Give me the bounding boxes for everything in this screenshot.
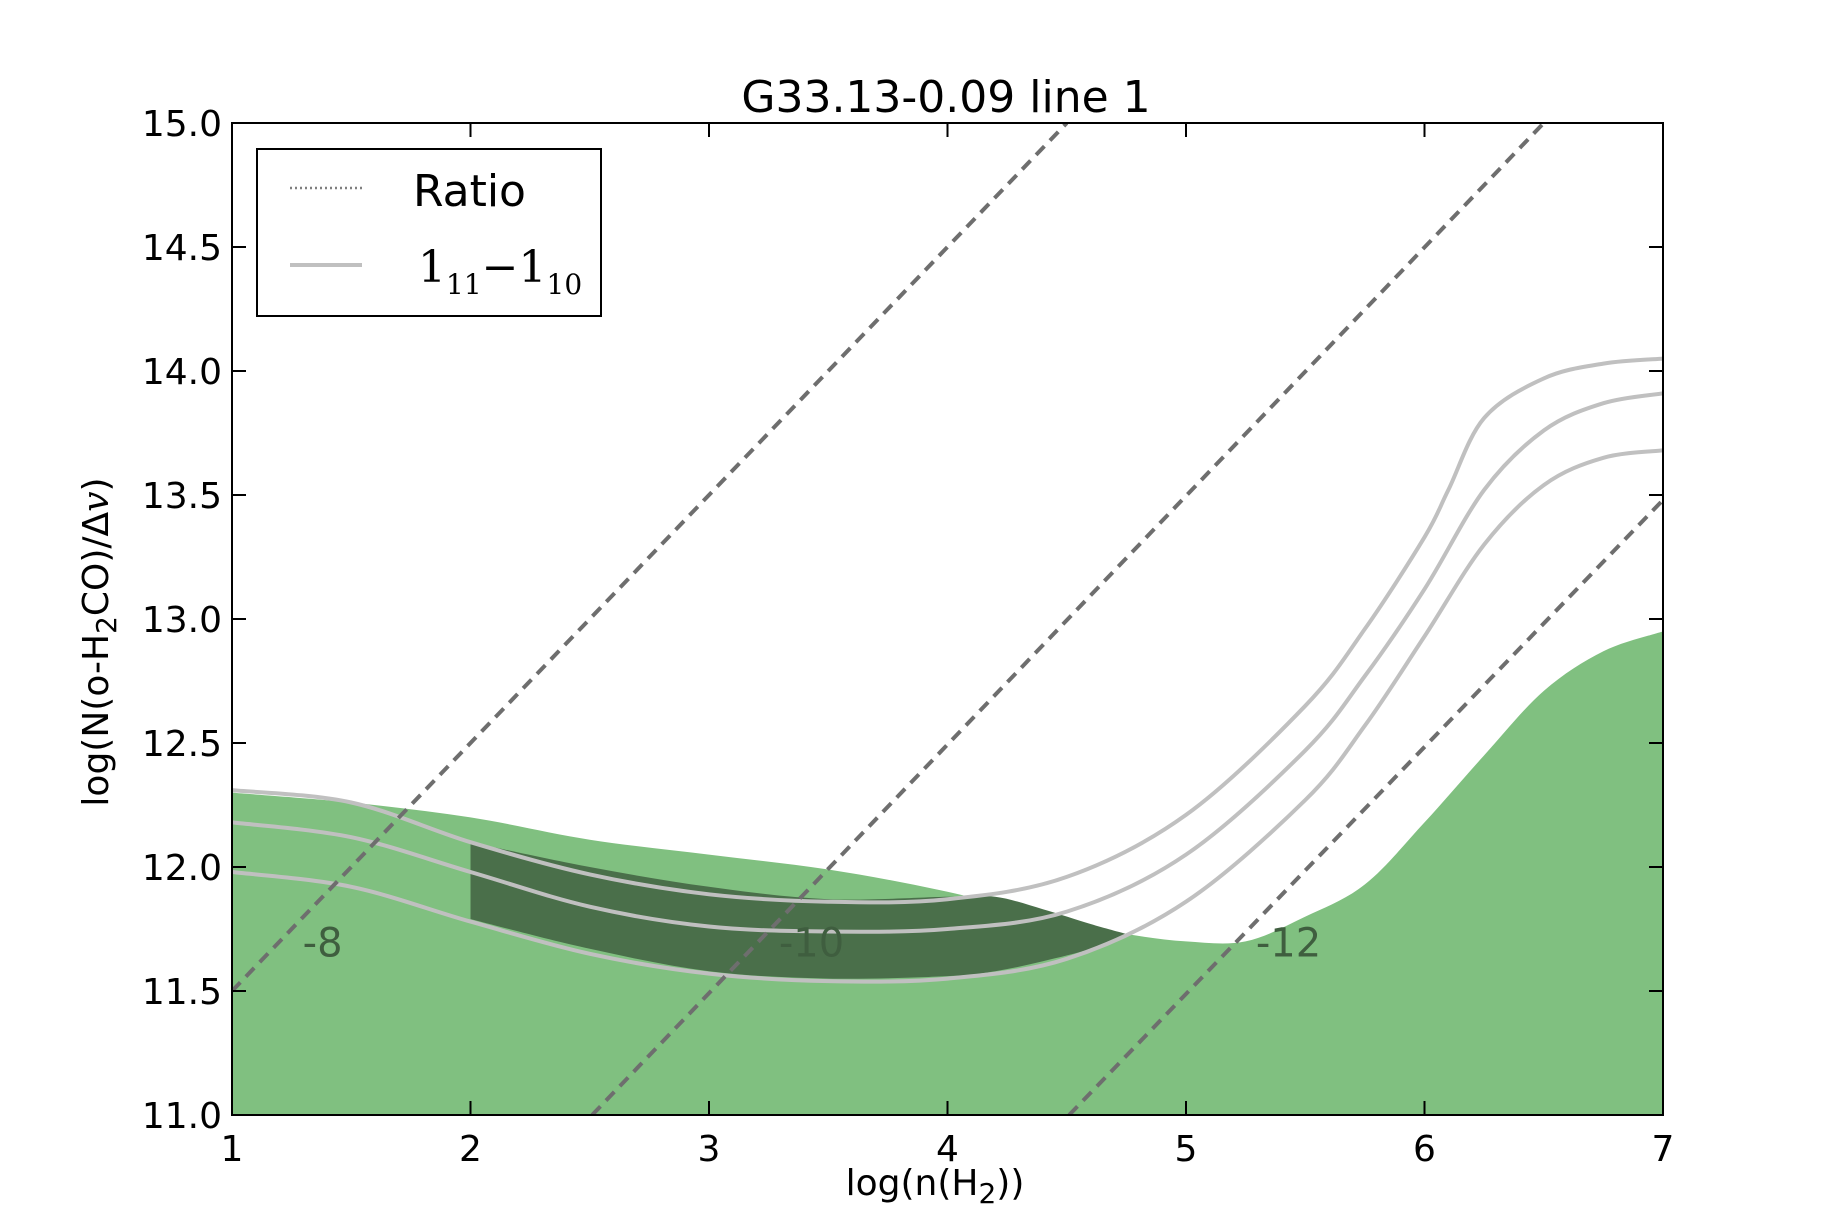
y-tick-label: 11.5: [142, 972, 222, 1013]
legend-ratio-label: Ratio: [413, 166, 526, 217]
x-tick-label: 1: [221, 1129, 244, 1170]
x-tick-label: 3: [698, 1129, 721, 1170]
y-tick-label: 13.0: [142, 600, 222, 641]
chart-title: G33.13-0.09 line 1: [741, 72, 1150, 123]
y-axis-label: log(N(o-H2CO)/Δv): [76, 477, 123, 806]
y-tick-label: 12.5: [142, 724, 222, 765]
series-line-1: [232, 356, 1663, 905]
x-tick-label: 5: [1175, 1129, 1198, 1170]
ratio-contour-3: [1067, 498, 1663, 1115]
ratio-contour-label-3: -12: [1256, 920, 1321, 966]
series-line-3: [232, 448, 1663, 984]
x-axis-label: log(n(H2)): [846, 1163, 1025, 1210]
legend-box: [256, 148, 602, 317]
y-tick-label: 14.5: [142, 228, 222, 269]
legend-line-label: 111−110: [418, 242, 582, 301]
x-tick-label: 4: [936, 1129, 959, 1170]
y-tick-label: 13.5: [142, 476, 222, 517]
legend: Ratio 111−110: [256, 148, 602, 317]
y-tick-label: 11.0: [142, 1096, 222, 1137]
green-region: [232, 631, 1663, 1115]
x-tick-label: 6: [1413, 1129, 1436, 1170]
x-tick-label: 7: [1652, 1129, 1675, 1170]
dark-region: [470, 842, 1127, 979]
y-tick-label: 12.0: [142, 848, 222, 889]
y-tick-label: 15.0: [142, 104, 222, 145]
x-tick-label: 2: [459, 1129, 482, 1170]
ratio-contour-1: [232, 123, 1069, 993]
ratio-contour-label-1: -8: [303, 920, 343, 966]
ratio-contour-label-2: -10: [779, 920, 844, 966]
y-tick-label: 14.0: [142, 352, 222, 393]
series-line-2: [232, 391, 1663, 934]
ratio-contour-2: [590, 123, 1546, 1115]
